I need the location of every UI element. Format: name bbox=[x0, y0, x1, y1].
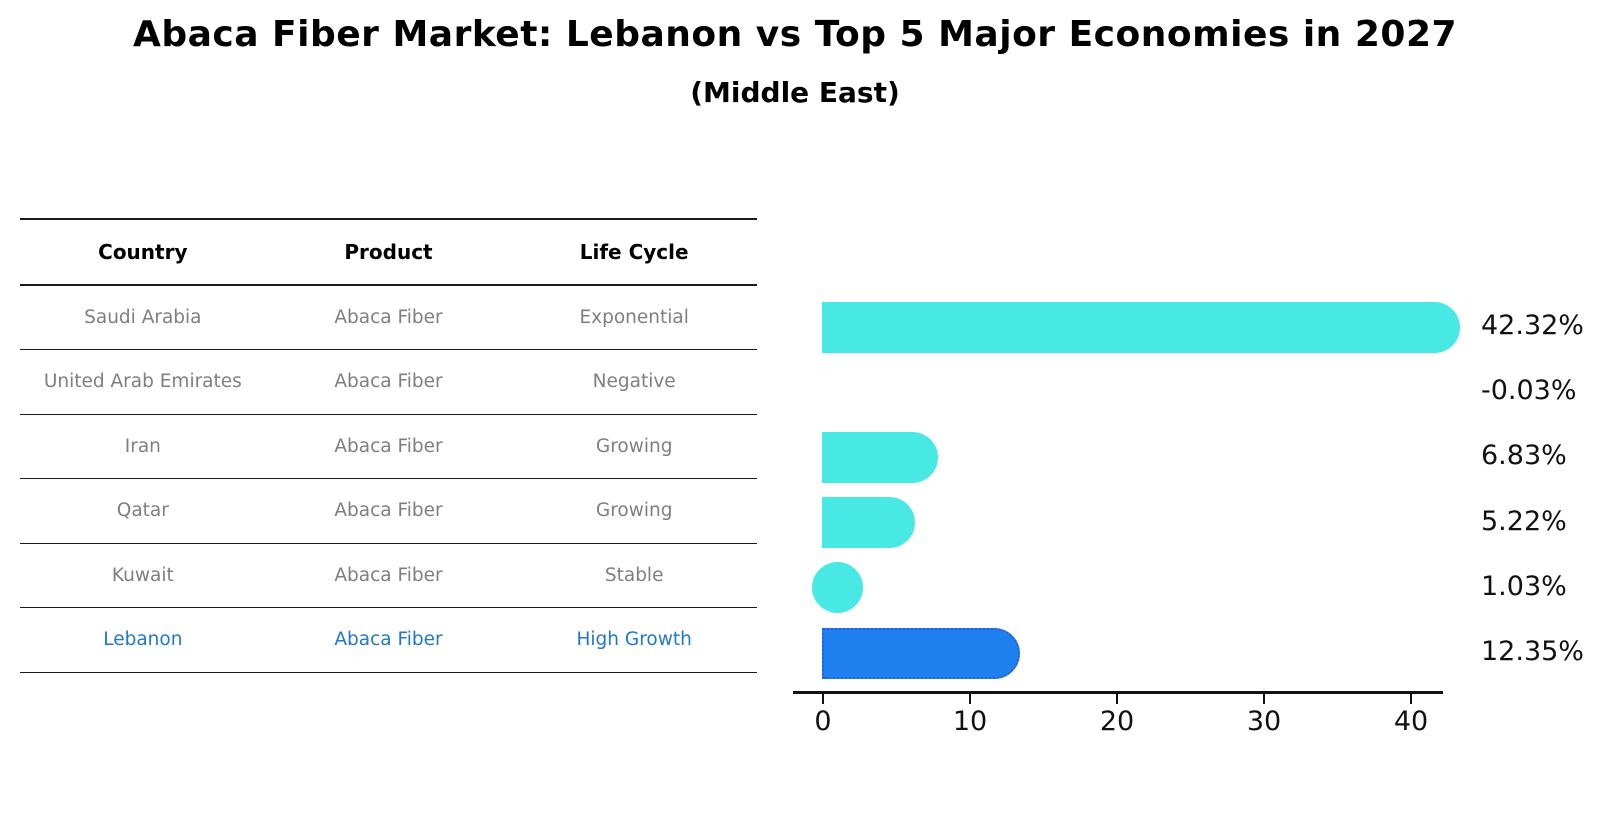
value-label: 42.32% bbox=[1481, 310, 1584, 341]
table-cell-life_cycle: Negative bbox=[592, 371, 676, 393]
value-label: -0.03% bbox=[1481, 375, 1577, 407]
value-label: 6.83% bbox=[1481, 440, 1567, 472]
x-axis-tick bbox=[821, 693, 825, 704]
value-label: 1.03% bbox=[1481, 570, 1567, 602]
bar-highlight bbox=[822, 627, 1020, 679]
x-axis-tick-label: 10 bbox=[952, 706, 988, 737]
bar bbox=[822, 431, 939, 483]
table-cell-country: Lebanon bbox=[103, 629, 183, 651]
table-row: United Arab Emirates Abaca Fiber Negative bbox=[20, 350, 757, 415]
column-header: Life Cycle bbox=[579, 239, 689, 264]
table-cell-life_cycle: High Growth bbox=[576, 629, 692, 651]
chart-title: Abaca Fiber Market: Lebanon vs Top 5 Maj… bbox=[132, 14, 1458, 55]
table-cell-life_cycle: Growing bbox=[595, 435, 673, 457]
x-axis-tick bbox=[968, 693, 972, 704]
bar bbox=[822, 497, 915, 549]
table-cell-life_cycle: Growing bbox=[595, 500, 673, 522]
comparison-table: Country Product Life Cycle Saudi Arabia Abac… bbox=[20, 218, 757, 673]
column-header: Country bbox=[98, 239, 188, 264]
x-axis-tick bbox=[1409, 693, 1413, 704]
x-axis-line bbox=[793, 691, 1443, 694]
x-axis-tick-label: 30 bbox=[1246, 706, 1282, 737]
table-cell-product: Abaca Fiber bbox=[334, 435, 443, 457]
table-row: Lebanon Abaca Fiber High Growth bbox=[20, 608, 757, 673]
table-cell-product: Abaca Fiber bbox=[334, 564, 443, 586]
x-axis-tick-label: 40 bbox=[1393, 706, 1429, 737]
table-row: Qatar Abaca Fiber Growing bbox=[20, 479, 757, 544]
table-cell-country: Kuwait bbox=[111, 564, 174, 586]
table-row: Saudi Arabia Abaca Fiber Exponential bbox=[20, 286, 757, 350]
value-label: 5.22% bbox=[1481, 505, 1567, 537]
table-cell-life_cycle: Exponential bbox=[579, 306, 689, 328]
table-cell-product: Abaca Fiber bbox=[334, 500, 443, 522]
table-cell-life_cycle: Stable bbox=[604, 564, 664, 586]
table-cell-product: Abaca Fiber bbox=[334, 371, 443, 393]
chart-subtitle: (Middle East) bbox=[690, 76, 900, 109]
table-cell-product: Abaca Fiber bbox=[334, 629, 443, 651]
x-axis-tick bbox=[1262, 693, 1266, 704]
table-header-row: Country Product Life Cycle bbox=[20, 220, 757, 286]
table-cell-country: Iran bbox=[124, 435, 161, 457]
table-cell-country: Saudi Arabia bbox=[84, 306, 202, 328]
column-header: Product bbox=[344, 239, 433, 264]
x-axis-tick-label: 20 bbox=[1099, 706, 1135, 737]
value-label: 12.35% bbox=[1481, 636, 1584, 667]
x-axis-tick bbox=[1115, 693, 1119, 704]
table-row: Iran Abaca Fiber Growing bbox=[20, 415, 757, 479]
x-axis-tick-label: 0 bbox=[814, 706, 832, 737]
table-cell-country: Qatar bbox=[116, 500, 169, 522]
table-cell-product: Abaca Fiber bbox=[334, 306, 443, 328]
table-row: Kuwait Abaca Fiber Stable bbox=[20, 544, 757, 608]
bar bbox=[822, 301, 1461, 353]
table-cell-country: United Arab Emirates bbox=[43, 371, 242, 393]
bar bbox=[812, 562, 863, 614]
